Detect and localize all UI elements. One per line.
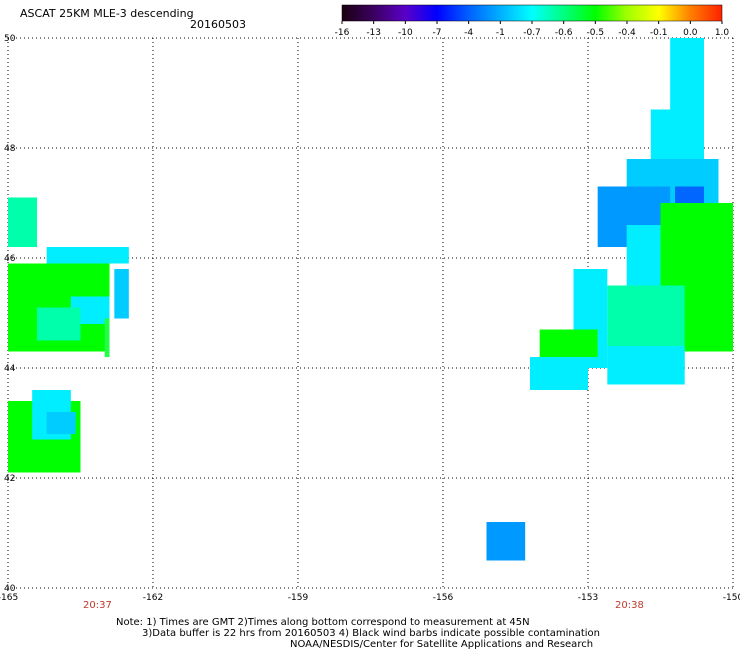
longitude-label: -150 xyxy=(723,593,740,603)
wind-data-cell xyxy=(46,247,129,264)
colorbar-tick-label: -16 xyxy=(335,28,350,38)
wind-data-cell xyxy=(530,357,588,390)
wind-data-cell xyxy=(37,307,81,341)
longitude-label: -165 xyxy=(0,593,18,603)
note-line-1: Note: 1) Times are GMT 2)Times along bot… xyxy=(116,617,530,628)
latitude-labels: 50 48 46 44 42 40 xyxy=(4,34,16,594)
time-label-right: 20:38 xyxy=(615,600,644,611)
colorbar-labels: -16 -13 -10 -7 -4 -1 -0.7 -0.6 -0.5 -0.4 -0.1 0.0 1.… xyxy=(335,21,730,38)
wind-swath-data xyxy=(8,38,733,561)
colorbar-tick-label: -10 xyxy=(398,28,413,38)
map-date: 20160503 xyxy=(190,18,246,31)
colorbar-tick-label: -0.5 xyxy=(587,28,605,38)
colorbar-tick-label: 0.0 xyxy=(683,28,698,38)
longitude-label: -159 xyxy=(288,593,309,603)
note-line-3: NOAA/NESDIS/Center for Satellite Applica… xyxy=(290,639,594,650)
latitude-label: 40 xyxy=(4,584,16,594)
longitude-label: -153 xyxy=(578,593,598,603)
colorbar-tick-label: -0.4 xyxy=(618,28,636,38)
colorbar xyxy=(341,4,723,22)
colorbar-tick-label: -1 xyxy=(496,28,505,38)
latitude-label: 46 xyxy=(4,254,16,264)
latitude-label: 50 xyxy=(4,34,16,44)
colorbar-gradient xyxy=(341,4,723,22)
latitude-label: 44 xyxy=(4,364,16,374)
colorbar-tick-label: 1.0 xyxy=(715,28,730,38)
longitude-label: -162 xyxy=(143,593,163,603)
colorbar-tick-label: -0.7 xyxy=(523,28,541,38)
wind-data-cell xyxy=(650,109,704,159)
latitude-label: 48 xyxy=(4,144,16,154)
wind-data-cell xyxy=(670,38,704,110)
colorbar-tick-label: -0.6 xyxy=(555,28,573,38)
wind-data-cell xyxy=(8,197,37,247)
latitude-label: 42 xyxy=(4,474,15,484)
colorbar-tick-label: -7 xyxy=(433,28,442,38)
colorbar-tick-label: -13 xyxy=(366,28,381,38)
note-line-2: 3)Data buffer is 22 hrs from 20160503 4)… xyxy=(142,628,600,639)
wind-data-cell xyxy=(675,186,704,203)
wind-data-cell xyxy=(46,412,76,434)
longitude-labels: -165 -162 -159 -156 -153 -150 xyxy=(0,593,740,603)
wind-data-cell xyxy=(486,522,526,561)
time-label-left: 20:37 xyxy=(83,600,112,611)
wind-data-cell xyxy=(114,269,129,319)
colorbar-tick-label: -4 xyxy=(464,28,473,38)
colorbar-tick-label: -0.1 xyxy=(650,28,668,38)
longitude-label: -156 xyxy=(433,593,454,603)
wind-data-cell xyxy=(104,318,110,357)
wind-data-cell xyxy=(539,329,598,357)
wind-data-cell xyxy=(607,346,685,385)
map-title: ASCAT 25KM MLE-3 descending xyxy=(20,7,194,20)
